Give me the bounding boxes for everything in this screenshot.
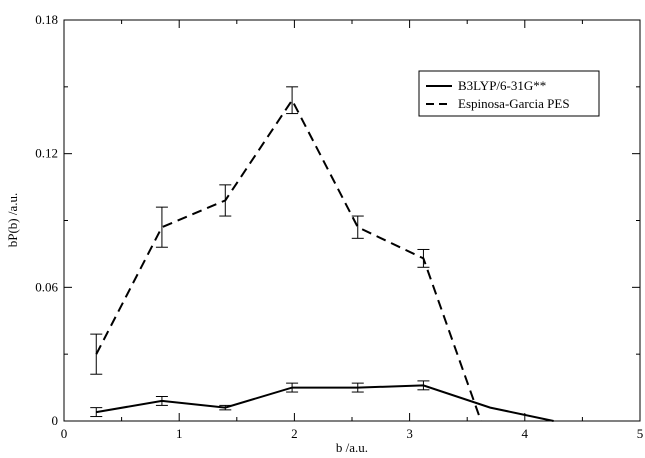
y-tick-label: 0.18 xyxy=(35,12,58,27)
x-tick-label: 5 xyxy=(637,426,644,441)
y-tick-label: 0 xyxy=(52,413,59,428)
x-tick-label: 3 xyxy=(406,426,413,441)
x-tick-label: 2 xyxy=(291,426,298,441)
legend: B3LYP/6-31G** Espinosa-Garcia PES xyxy=(419,71,599,116)
y-tick-label: 0.12 xyxy=(35,146,58,161)
x-tick-label: 1 xyxy=(176,426,183,441)
x-tick-label: 4 xyxy=(522,426,529,441)
legend-label-espinosa: Espinosa-Garcia PES xyxy=(458,96,570,111)
legend-label-b3lyp: B3LYP/6-31G** xyxy=(458,78,546,93)
series-line-0 xyxy=(96,385,553,421)
series-layer xyxy=(90,87,553,421)
y-tick-label: 0.06 xyxy=(35,279,58,294)
x-tick-label: 0 xyxy=(61,426,68,441)
x-axis-label: b /a.u. xyxy=(336,440,368,455)
y-axis-label: bP(b) /a.u. xyxy=(5,193,20,248)
